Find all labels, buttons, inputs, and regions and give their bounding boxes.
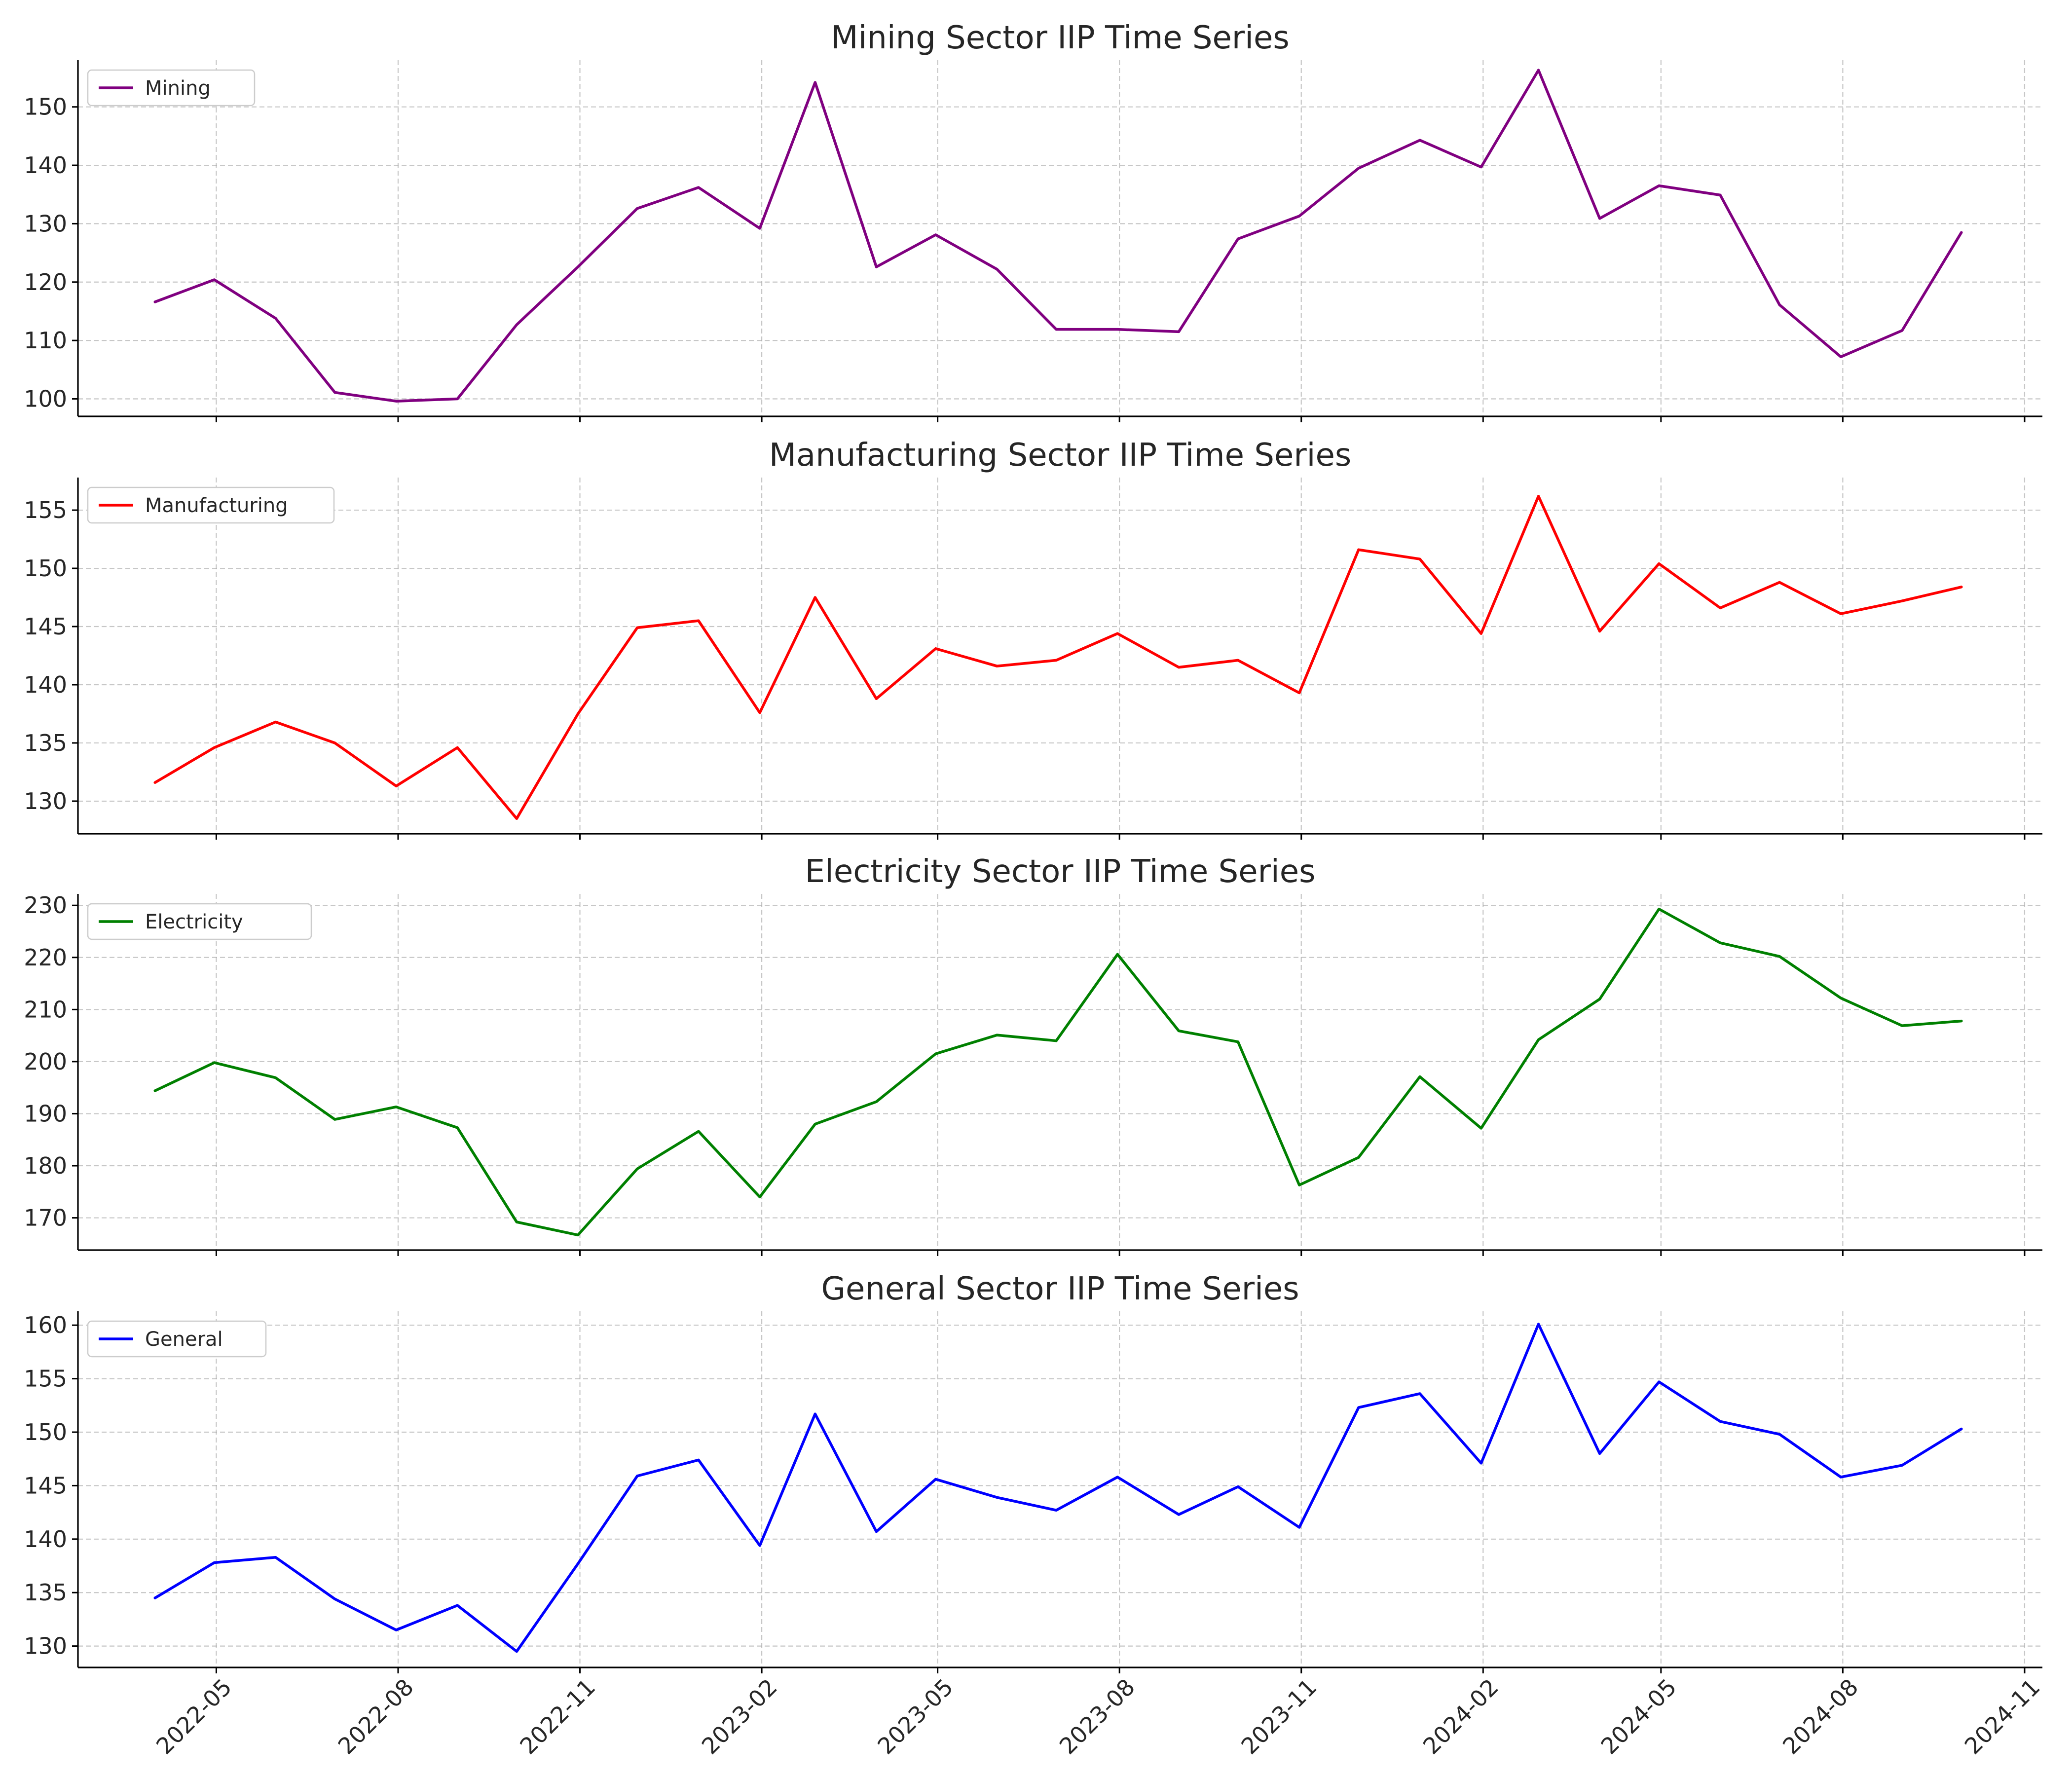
panel-mining: Mining Sector IIP Time Series 100 110 120 13…: [24, 20, 2042, 422]
y-tick-label: 130: [24, 210, 67, 237]
legend-box: [87, 903, 312, 940]
y-tick-label: 145: [24, 1472, 67, 1499]
y-tick-label: 190: [24, 1100, 67, 1127]
y-tick-label: 150: [24, 94, 67, 120]
y-tick-label: 145: [24, 613, 67, 640]
panel-electricity: Electricity Sector IIP Time Series 170 180…: [24, 853, 2042, 1256]
y-tick-label: 140: [24, 152, 67, 179]
legend: Electricity: [87, 903, 312, 940]
y-tick-label: 120: [24, 269, 67, 296]
legend: General: [87, 1320, 267, 1358]
legend: Manufacturing: [87, 486, 335, 524]
x-tick-label: 2024-08: [1777, 1673, 1863, 1759]
panel-title: Mining Sector IIP Time Series: [831, 20, 1289, 56]
y-tick-label: 140: [24, 671, 67, 698]
legend-box: [87, 486, 335, 524]
x-tick-label: 2023-08: [1054, 1673, 1140, 1759]
x-tick-label: 2024-02: [1418, 1673, 1504, 1759]
x-tick-label: 2024-11: [1960, 1673, 2045, 1759]
panel-title: Electricity Sector IIP Time Series: [805, 853, 1316, 890]
y-tick-label: 100: [24, 385, 67, 412]
panel-general: General Sector IIP Time Series 130 135 140 1…: [24, 1271, 2045, 1760]
panel-title: General Sector IIP Time Series: [821, 1271, 1299, 1307]
legend-label: Electricity: [145, 911, 243, 933]
x-tick-label: 2023-11: [1236, 1673, 1322, 1759]
x-tick-label: 2024-05: [1595, 1673, 1681, 1759]
y-tick-label: 230: [24, 892, 67, 919]
y-tick-label: 135: [24, 1579, 67, 1606]
x-tick-label: 2023-05: [872, 1673, 958, 1759]
x-tick-label: 2022-11: [515, 1673, 600, 1759]
y-tick-label: 170: [24, 1205, 67, 1231]
legend: Mining: [87, 69, 256, 107]
y-tick-label: 210: [24, 996, 67, 1023]
legend-label: Mining: [145, 77, 211, 100]
series-line-manufacturing: [153, 495, 1963, 820]
series-line-general: [153, 1323, 1963, 1653]
y-tick-label: 130: [24, 1633, 67, 1660]
x-tick-label: 2022-05: [151, 1673, 237, 1759]
x-tick-label: 2022-08: [333, 1673, 419, 1759]
legend-label: General: [145, 1328, 223, 1351]
y-tick-label: 160: [24, 1312, 67, 1338]
x-tick-label: 2023-02: [697, 1673, 782, 1759]
legend-box: [87, 69, 256, 107]
series-line-mining: [153, 69, 1963, 403]
legend-label: Manufacturing: [145, 494, 288, 517]
y-tick-label: 140: [24, 1526, 67, 1553]
legend-box: [87, 1320, 267, 1358]
y-tick-label: 150: [24, 555, 67, 582]
y-tick-label: 180: [24, 1152, 67, 1179]
panel-manufacturing: Manufacturing Sector IIP Time Series 130 1…: [24, 437, 2042, 840]
y-tick-label: 220: [24, 944, 67, 971]
y-tick-label: 155: [24, 1366, 67, 1392]
y-tick-label: 155: [24, 497, 67, 523]
y-tick-label: 135: [24, 730, 67, 756]
panel-title: Manufacturing Sector IIP Time Series: [769, 437, 1351, 474]
y-tick-label: 200: [24, 1048, 67, 1075]
y-tick-label: 130: [24, 788, 67, 814]
y-tick-label: 110: [24, 327, 67, 354]
y-tick-label: 150: [24, 1419, 67, 1445]
